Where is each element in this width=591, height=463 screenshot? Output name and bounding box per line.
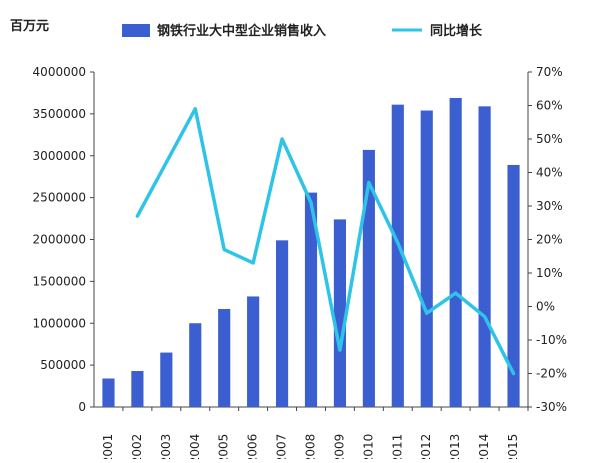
x-tick-label: 2005 — [217, 434, 231, 459]
bar — [189, 323, 201, 407]
x-tick-label: 2007 — [275, 434, 289, 459]
y-right-ticks: -30% -20% -10% 0% 10% 20% 30% 40% 50% 60% 70% — [528, 65, 567, 414]
y-right-tick-label: 70% — [536, 65, 563, 79]
y-right-tick-label: 10% — [536, 266, 563, 280]
x-tick-label: 2004 — [188, 434, 202, 459]
y-left-tick-label: 1500000 — [33, 274, 86, 288]
y-right-tick-label: 20% — [536, 233, 563, 247]
x-tick-label: 2010 — [361, 434, 375, 459]
y-left-tick-label: 3000000 — [33, 149, 86, 163]
bar — [247, 296, 259, 407]
x-tick-label: 2012 — [419, 434, 433, 459]
bar-series — [102, 98, 519, 407]
y-right-tick-label: 0% — [536, 300, 555, 314]
bar — [218, 309, 230, 407]
y-left-ticks: 0 500000 1000000 1500000 2000000 2500000 30000… — [33, 65, 94, 414]
bar — [131, 371, 143, 407]
y-right-tick-label: -10% — [536, 333, 567, 347]
y-left-tick-label: 2500000 — [33, 191, 86, 205]
x-tick-label: 2011 — [390, 434, 404, 459]
bar — [334, 219, 346, 407]
x-tick-label: 2014 — [477, 434, 491, 459]
bar — [450, 98, 462, 407]
y-left-tick-label: 4000000 — [33, 65, 86, 79]
y-right-tick-label: -30% — [536, 400, 567, 414]
x-ticks: 2001 2002 2003 2004 2005 2006 2007 2008 2009 2010… — [101, 407, 528, 459]
x-tick-label: 2006 — [246, 434, 260, 459]
x-tick-label: 2001 — [101, 434, 115, 459]
y-right-tick-label: 60% — [536, 99, 563, 113]
y-right-tick-label: 40% — [536, 166, 563, 180]
y-left-tick-label: 2000000 — [33, 233, 86, 247]
y-right-tick-label: -20% — [536, 367, 567, 381]
y-left-tick-label: 3500000 — [33, 107, 86, 121]
bar — [479, 106, 491, 407]
bar — [102, 379, 114, 407]
x-tick-label: 2008 — [304, 434, 318, 459]
y-left-tick-label: 0 — [78, 400, 86, 414]
y-right-tick-label: 50% — [536, 132, 563, 146]
y-left-tick-label: 1000000 — [33, 316, 86, 330]
x-tick-label: 2009 — [332, 434, 346, 459]
x-tick-label: 2003 — [159, 434, 173, 459]
bar — [276, 240, 288, 407]
legend: 钢铁行业大中型企业销售收入 同比增长 — [122, 23, 483, 39]
x-tick-label: 2015 — [506, 434, 520, 459]
y-left-unit-label: 百万元 — [10, 19, 49, 34]
legend-bar-swatch — [122, 24, 150, 37]
legend-line-label: 同比增长 — [430, 23, 483, 39]
x-tick-label: 2002 — [130, 434, 144, 459]
legend-bar-label: 钢铁行业大中型企业销售收入 — [157, 23, 326, 39]
bar — [160, 353, 172, 407]
bar — [421, 111, 433, 407]
x-tick-label: 2013 — [448, 434, 462, 459]
y-left-tick-label: 500000 — [40, 358, 86, 372]
y-right-tick-label: 30% — [536, 199, 563, 213]
